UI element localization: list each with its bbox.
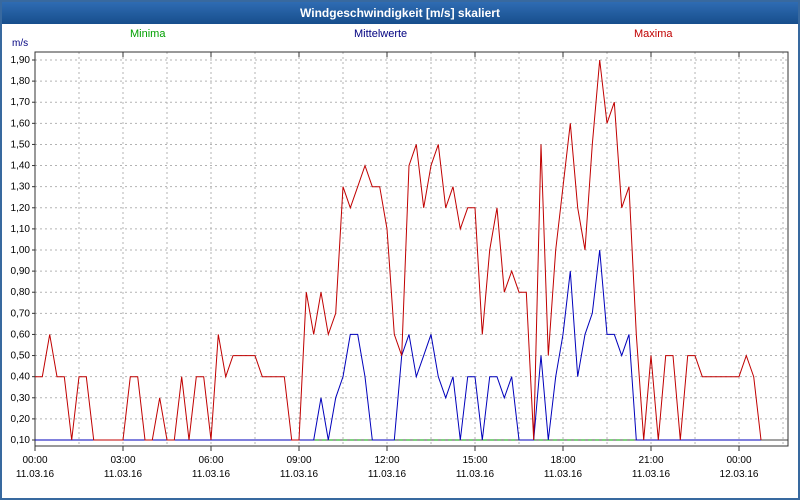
series-mittelwerte <box>35 249 761 441</box>
y-tick-label: 0,50 <box>11 351 31 362</box>
x-tick-date-label: 11.03.16 <box>104 469 143 480</box>
x-tick-date-label: 12.03.16 <box>720 469 759 480</box>
x-tick-time-label: 21:00 <box>638 455 663 466</box>
x-tick-date-label: 11.03.16 <box>456 469 495 480</box>
x-tick-time-label: 06:00 <box>198 455 223 466</box>
y-tick-label: 0,90 <box>11 266 31 277</box>
y-axis-unit-label: m/s <box>12 38 29 49</box>
y-tick-label: 1,50 <box>11 139 31 150</box>
series-maxima <box>35 59 762 441</box>
y-tick-label: 0,80 <box>11 287 31 298</box>
legend-maxima: Maxima <box>634 28 673 40</box>
y-tick-label: 0,40 <box>11 372 31 383</box>
y-tick-label: 1,90 <box>11 55 31 66</box>
y-tick-label: 0,20 <box>11 414 31 425</box>
y-tick-label: 1,20 <box>11 203 31 214</box>
y-tick-label: 0,30 <box>11 393 31 404</box>
y-tick-label: 1,80 <box>11 76 31 87</box>
y-tick-label: 1,10 <box>11 224 31 235</box>
x-tick-time-label: 03:00 <box>110 455 135 466</box>
y-tick-label: 1,30 <box>11 182 31 193</box>
wind-speed-chart: 1,90 1,80 1,70 1,60 1,50 1,40 1,30 1,20 1,10 1,00… <box>11 51 789 480</box>
x-tick-date-label: 11.03.16 <box>16 469 55 480</box>
y-tick-label: 0,70 <box>11 308 31 319</box>
title-bar: Windgeschwindigkeit [m/s] skaliert <box>2 2 798 24</box>
x-tick-time-label: 09:00 <box>286 455 311 466</box>
plot-border <box>34 51 789 447</box>
y-tick-label: 1,40 <box>11 161 31 172</box>
y-tick-label: 1,00 <box>11 245 31 256</box>
x-tick-date-label: 11.03.16 <box>544 469 583 480</box>
x-tick-date-label: 11.03.16 <box>368 469 407 480</box>
x-tick-time-label: 18:00 <box>550 455 575 466</box>
legend-mittelwerte: Mittelwerte <box>354 28 408 40</box>
x-tick-time-label: 12:00 <box>374 455 399 466</box>
y-tick-label: 1,60 <box>11 118 31 129</box>
y-tick-label: 0,10 <box>11 435 31 446</box>
legend-minima: Minima <box>130 28 166 40</box>
page-title: Windgeschwindigkeit [m/s] skaliert <box>300 6 500 20</box>
y-tick-label: 0,60 <box>11 329 31 340</box>
x-tick-date-label: 11.03.16 <box>280 469 319 480</box>
x-tick-time-label: 00:00 <box>726 455 751 466</box>
x-tick-date-label: 11.03.16 <box>632 469 671 480</box>
x-tick-time-label: 00:00 <box>22 455 47 466</box>
x-tick-date-label: 11.03.16 <box>192 469 231 480</box>
y-tick-label: 1,70 <box>11 97 31 108</box>
x-tick-time-label: 15:00 <box>462 455 487 466</box>
